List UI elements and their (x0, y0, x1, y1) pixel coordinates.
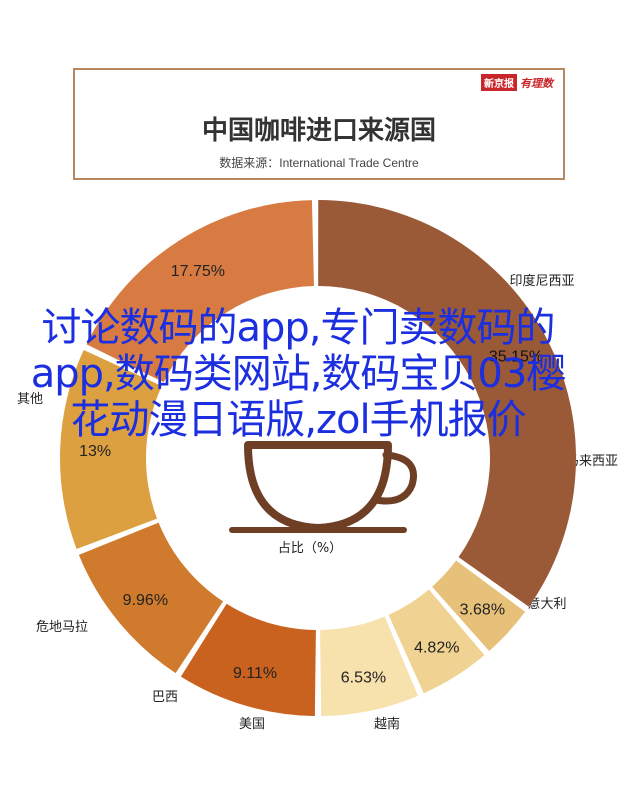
segment-category-label: 印度尼西亚 (509, 273, 574, 289)
segment-category-label: 美国 (239, 717, 265, 732)
segment-category-label: 巴西 (152, 690, 178, 705)
segment-category-label: 马来西亚 (566, 454, 618, 469)
donut-segment (388, 589, 485, 694)
brand-script-text: 有理数 (520, 76, 553, 90)
segment-value-label: 9.11% (233, 665, 277, 682)
chart-source: 数据来源：International Trade Centre (219, 156, 419, 170)
segment-value-label: 3.68% (460, 602, 505, 619)
donut-segment (59, 349, 162, 549)
donut-segment (86, 200, 314, 383)
brand-logo: 新京报 有理数 (481, 74, 553, 91)
other-category-label: 其他 (17, 392, 43, 407)
segment-category-label: 意大利 (527, 596, 566, 612)
donut-segment (318, 200, 577, 607)
coffee-cup-icon (229, 441, 417, 533)
segment-value-label: 13% (79, 443, 111, 460)
donut-segment (180, 603, 316, 716)
donut-segment (78, 522, 224, 674)
segment-value-label: 4.82% (414, 640, 459, 657)
segment-category-label: 越南 (374, 716, 400, 732)
chart-title: 中国咖啡进口来源国 (201, 116, 436, 146)
segment-value-label: 35.15% (489, 348, 543, 365)
center-label: 占比（%） (278, 541, 342, 556)
segment-category-label: 危地马拉 (36, 620, 88, 635)
segment-value-label: 9.96% (123, 592, 168, 609)
brand-box-text: 新京报 (481, 74, 517, 91)
header-box: 新京报 有理数 中国咖啡进口来源国 数据来源：International Tra… (73, 68, 565, 180)
segment-value-label: 17.75% (171, 263, 225, 280)
donut-segment (432, 560, 526, 652)
watermark-overlay-text: 讨论数码的app,专门卖数码的app,数码类网站,数码宝贝03樱花动漫日语版,z… (30, 305, 567, 443)
donut-segment (320, 616, 419, 716)
segment-value-label: 6.53% (341, 669, 386, 686)
